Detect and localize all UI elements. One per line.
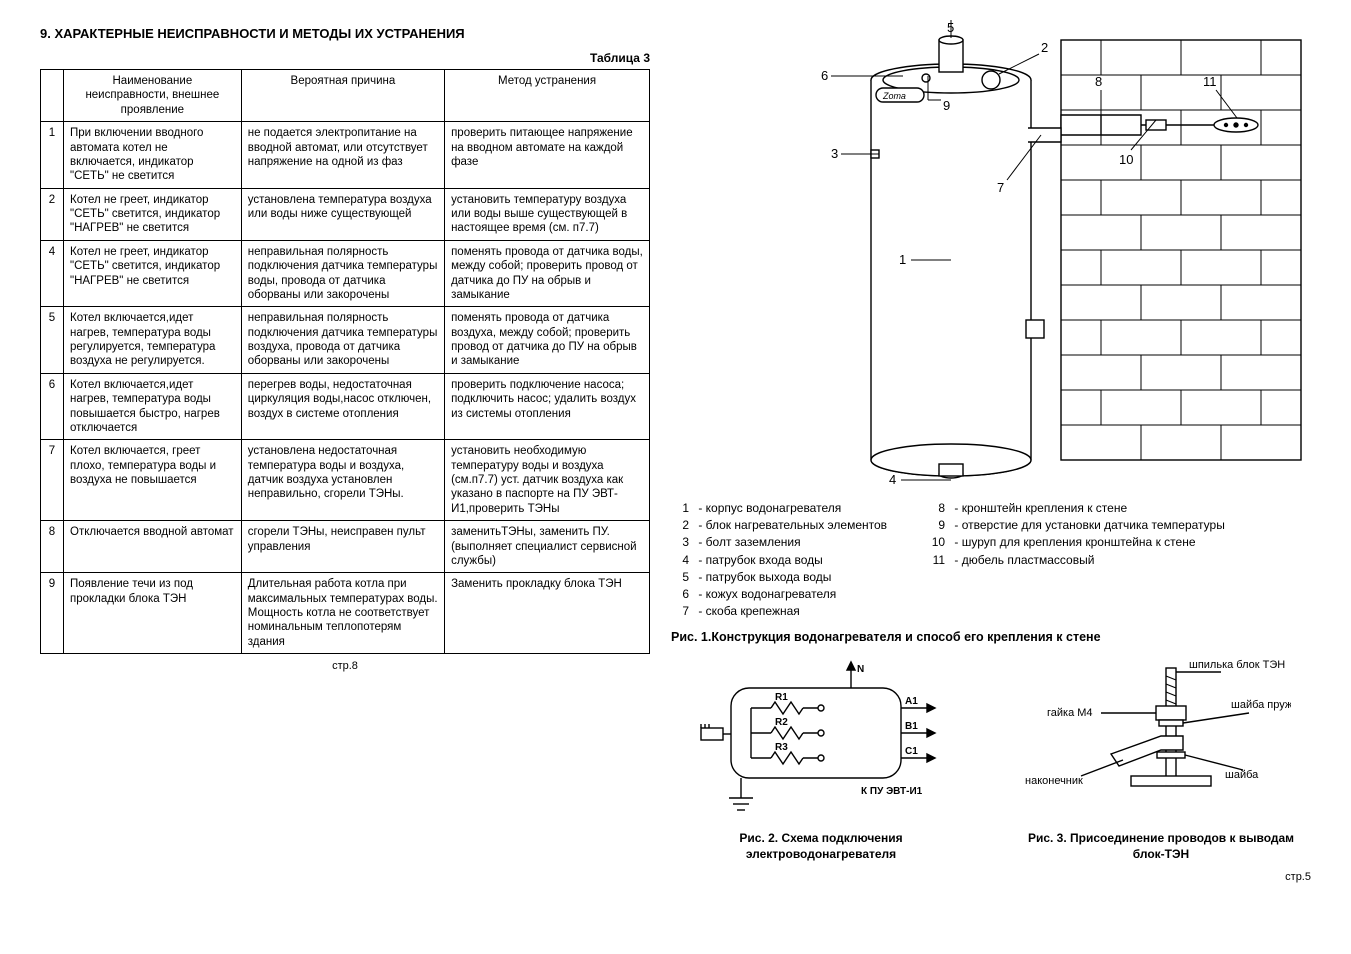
cell-name: Появление течи из под прокладки блока ТЭ… <box>64 573 242 654</box>
col-fix: Метод устранения <box>445 70 650 122</box>
cell-name: Котел включается, греет плохо, температу… <box>64 440 242 521</box>
legend-item: 2 - блок нагревательных элементов <box>671 517 887 533</box>
lbl-C1: C1 <box>905 746 918 757</box>
cell-cause: Длительная работа котла при максимальных… <box>241 573 444 654</box>
cell-name: Котел включается,идет нагрев, температур… <box>64 373 242 440</box>
figure-2-block: N R1 R2 R3 A1 B1 C1 К ПУ ЭВТ-И1 Рис. 2. … <box>671 658 971 862</box>
col-cause: Вероятная причина <box>241 70 444 122</box>
figure-3-caption: Рис. 3. Присоединение проводов к выводам… <box>1011 831 1311 862</box>
callout-2: 2 <box>1041 40 1048 55</box>
lbl-stud: шпилька блок ТЭН <box>1189 659 1285 671</box>
right-column: 5 6 9 2 3 7 8 10 11 4 1 Zота 1 - корпус … <box>671 20 1311 883</box>
cell-fix: поменять провода от датчика воды, между … <box>445 240 650 307</box>
cell-num: 9 <box>41 573 64 654</box>
legend-item: 3 - болт заземления <box>671 534 887 550</box>
figure-1-legend: 1 - корпус водонагревателя2 - блок нагре… <box>671 499 1311 620</box>
legend-item: 10 - шуруп для крепления кронштейна к ст… <box>927 534 1225 550</box>
cell-cause: перегрев воды, недостаточная циркуляция … <box>241 373 444 440</box>
callout-6: 6 <box>821 68 828 83</box>
callout-8: 8 <box>1095 74 1102 89</box>
table-row: 1При включении вводного автомата котел н… <box>41 122 650 189</box>
figure-3: шпилька блок ТЭН гайка М4 шайба пружинна… <box>1011 658 1291 818</box>
lbl-N: N <box>857 664 864 675</box>
cell-fix: поменять провода от датчика воздуха, меж… <box>445 307 650 374</box>
table-row: 4Котел не греет, индикатор "СЕТЬ" светит… <box>41 240 650 307</box>
fault-table: Наименование неисправности, внешнее проя… <box>40 69 650 654</box>
col-num <box>41 70 64 122</box>
left-column: 9. ХАРАКТЕРНЫЕ НЕИСПРАВНОСТИ И МЕТОДЫ ИХ… <box>40 20 650 672</box>
legend-item: 9 - отверстие для установки датчика темп… <box>927 517 1225 533</box>
table-row: 2Котел не греет, индикатор "СЕТЬ" светит… <box>41 188 650 240</box>
table-row: 8Отключается вводной автоматсгорели ТЭНы… <box>41 521 650 573</box>
brand-text: Zота <box>882 91 906 101</box>
cell-num: 2 <box>41 188 64 240</box>
lbl-nut: гайка М4 <box>1047 707 1093 719</box>
callout-3: 3 <box>831 146 838 161</box>
cell-fix: проверить подключение насоса; подключить… <box>445 373 650 440</box>
lbl-to: К ПУ ЭВТ-И1 <box>861 786 923 797</box>
cell-cause: сгорели ТЭНы, неисправен пульт управлени… <box>241 521 444 573</box>
legend-item: 1 - корпус водонагревателя <box>671 500 887 516</box>
cell-num: 1 <box>41 122 64 189</box>
figure-3-block: шпилька блок ТЭН гайка М4 шайба пружинна… <box>1011 658 1311 862</box>
cell-num: 8 <box>41 521 64 573</box>
legend-item: 7 - скоба крепежная <box>671 603 887 619</box>
lbl-B1: B1 <box>905 721 918 732</box>
callout-4: 4 <box>889 472 896 487</box>
cell-cause: неправильная полярность подключения датч… <box>241 240 444 307</box>
lbl-R3: R3 <box>775 742 788 753</box>
cell-name: Котел не греет, индикатор "СЕТЬ" светитс… <box>64 240 242 307</box>
cell-name: Котел включается,идет нагрев, температур… <box>64 307 242 374</box>
callout-10: 10 <box>1119 152 1133 167</box>
cell-fix: установить температуру воздуха или воды … <box>445 188 650 240</box>
cell-name: При включении вводного автомата котел не… <box>64 122 242 189</box>
callout-7: 7 <box>997 180 1004 195</box>
lbl-A1: A1 <box>905 696 918 707</box>
table-row: 9Появление течи из под прокладки блока Т… <box>41 573 650 654</box>
cell-cause: неправильная полярность подключения датч… <box>241 307 444 374</box>
cell-cause: не подается электропитание на вводной ав… <box>241 122 444 189</box>
section-heading: 9. ХАРАКТЕРНЫЕ НЕИСПРАВНОСТИ И МЕТОДЫ ИХ… <box>40 26 650 41</box>
callout-9: 9 <box>943 98 950 113</box>
bracket <box>1061 115 1141 135</box>
callout-5: 5 <box>947 20 954 35</box>
cell-cause: установлена температура воздуха или воды… <box>241 188 444 240</box>
callout-11: 11 <box>1203 74 1217 89</box>
cell-fix: установить необходимую температуру воды … <box>445 440 650 521</box>
table-header-row: Наименование неисправности, внешнее проя… <box>41 70 650 122</box>
table-label: Таблица 3 <box>40 51 650 65</box>
col-name: Наименование неисправности, внешнее проя… <box>64 70 242 122</box>
cell-num: 6 <box>41 373 64 440</box>
lbl-washer-spring: шайба пружинная <box>1231 699 1291 711</box>
cell-num: 7 <box>41 440 64 521</box>
callout-1: 1 <box>899 252 906 267</box>
page-number-right: стр.5 <box>671 871 1311 883</box>
lbl-R2: R2 <box>775 717 788 728</box>
figure-1-caption: Рис. 1.Конструкция водонагревателя и спо… <box>671 630 1311 644</box>
cell-cause: установлена недостаточная температура во… <box>241 440 444 521</box>
cell-num: 4 <box>41 240 64 307</box>
figure-2-caption: Рис. 2. Схема подключения электроводонаг… <box>671 831 971 862</box>
figure-1: 5 6 9 2 3 7 8 10 11 4 1 Zота <box>671 20 1311 490</box>
table-row: 6Котел включается,идет нагрев, температу… <box>41 373 650 440</box>
cell-name: Отключается вводной автомат <box>64 521 242 573</box>
cell-fix: проверить питающее напряжение на вводном… <box>445 122 650 189</box>
table-row: 5Котел включается,идет нагрев, температу… <box>41 307 650 374</box>
figure-2: N R1 R2 R3 A1 B1 C1 К ПУ ЭВТ-И1 <box>671 658 971 818</box>
table-row: 7Котел включается, греет плохо, температ… <box>41 440 650 521</box>
legend-item: 8 - кронштейн крепления к стене <box>927 500 1225 516</box>
cell-num: 5 <box>41 307 64 374</box>
lbl-R1: R1 <box>775 692 788 703</box>
page-number-left: стр.8 <box>40 660 650 672</box>
legend-item: 5 - патрубок выхода воды <box>671 569 887 585</box>
cell-name: Котел не греет, индикатор "СЕТЬ" светитс… <box>64 188 242 240</box>
cell-fix: Заменить прокладку блока ТЭН <box>445 573 650 654</box>
legend-item: 11 - дюбель пластмассовый <box>927 552 1225 568</box>
lbl-washer: шайба <box>1225 769 1259 781</box>
legend-item: 4 - патрубок входа воды <box>671 552 887 568</box>
wall-hatch <box>1061 40 1301 460</box>
legend-item: 6 - кожух водонагревателя <box>671 586 887 602</box>
lbl-tip: наконечник <box>1025 775 1083 787</box>
cell-fix: заменитьТЭНы, заменить ПУ. (выполняет сп… <box>445 521 650 573</box>
